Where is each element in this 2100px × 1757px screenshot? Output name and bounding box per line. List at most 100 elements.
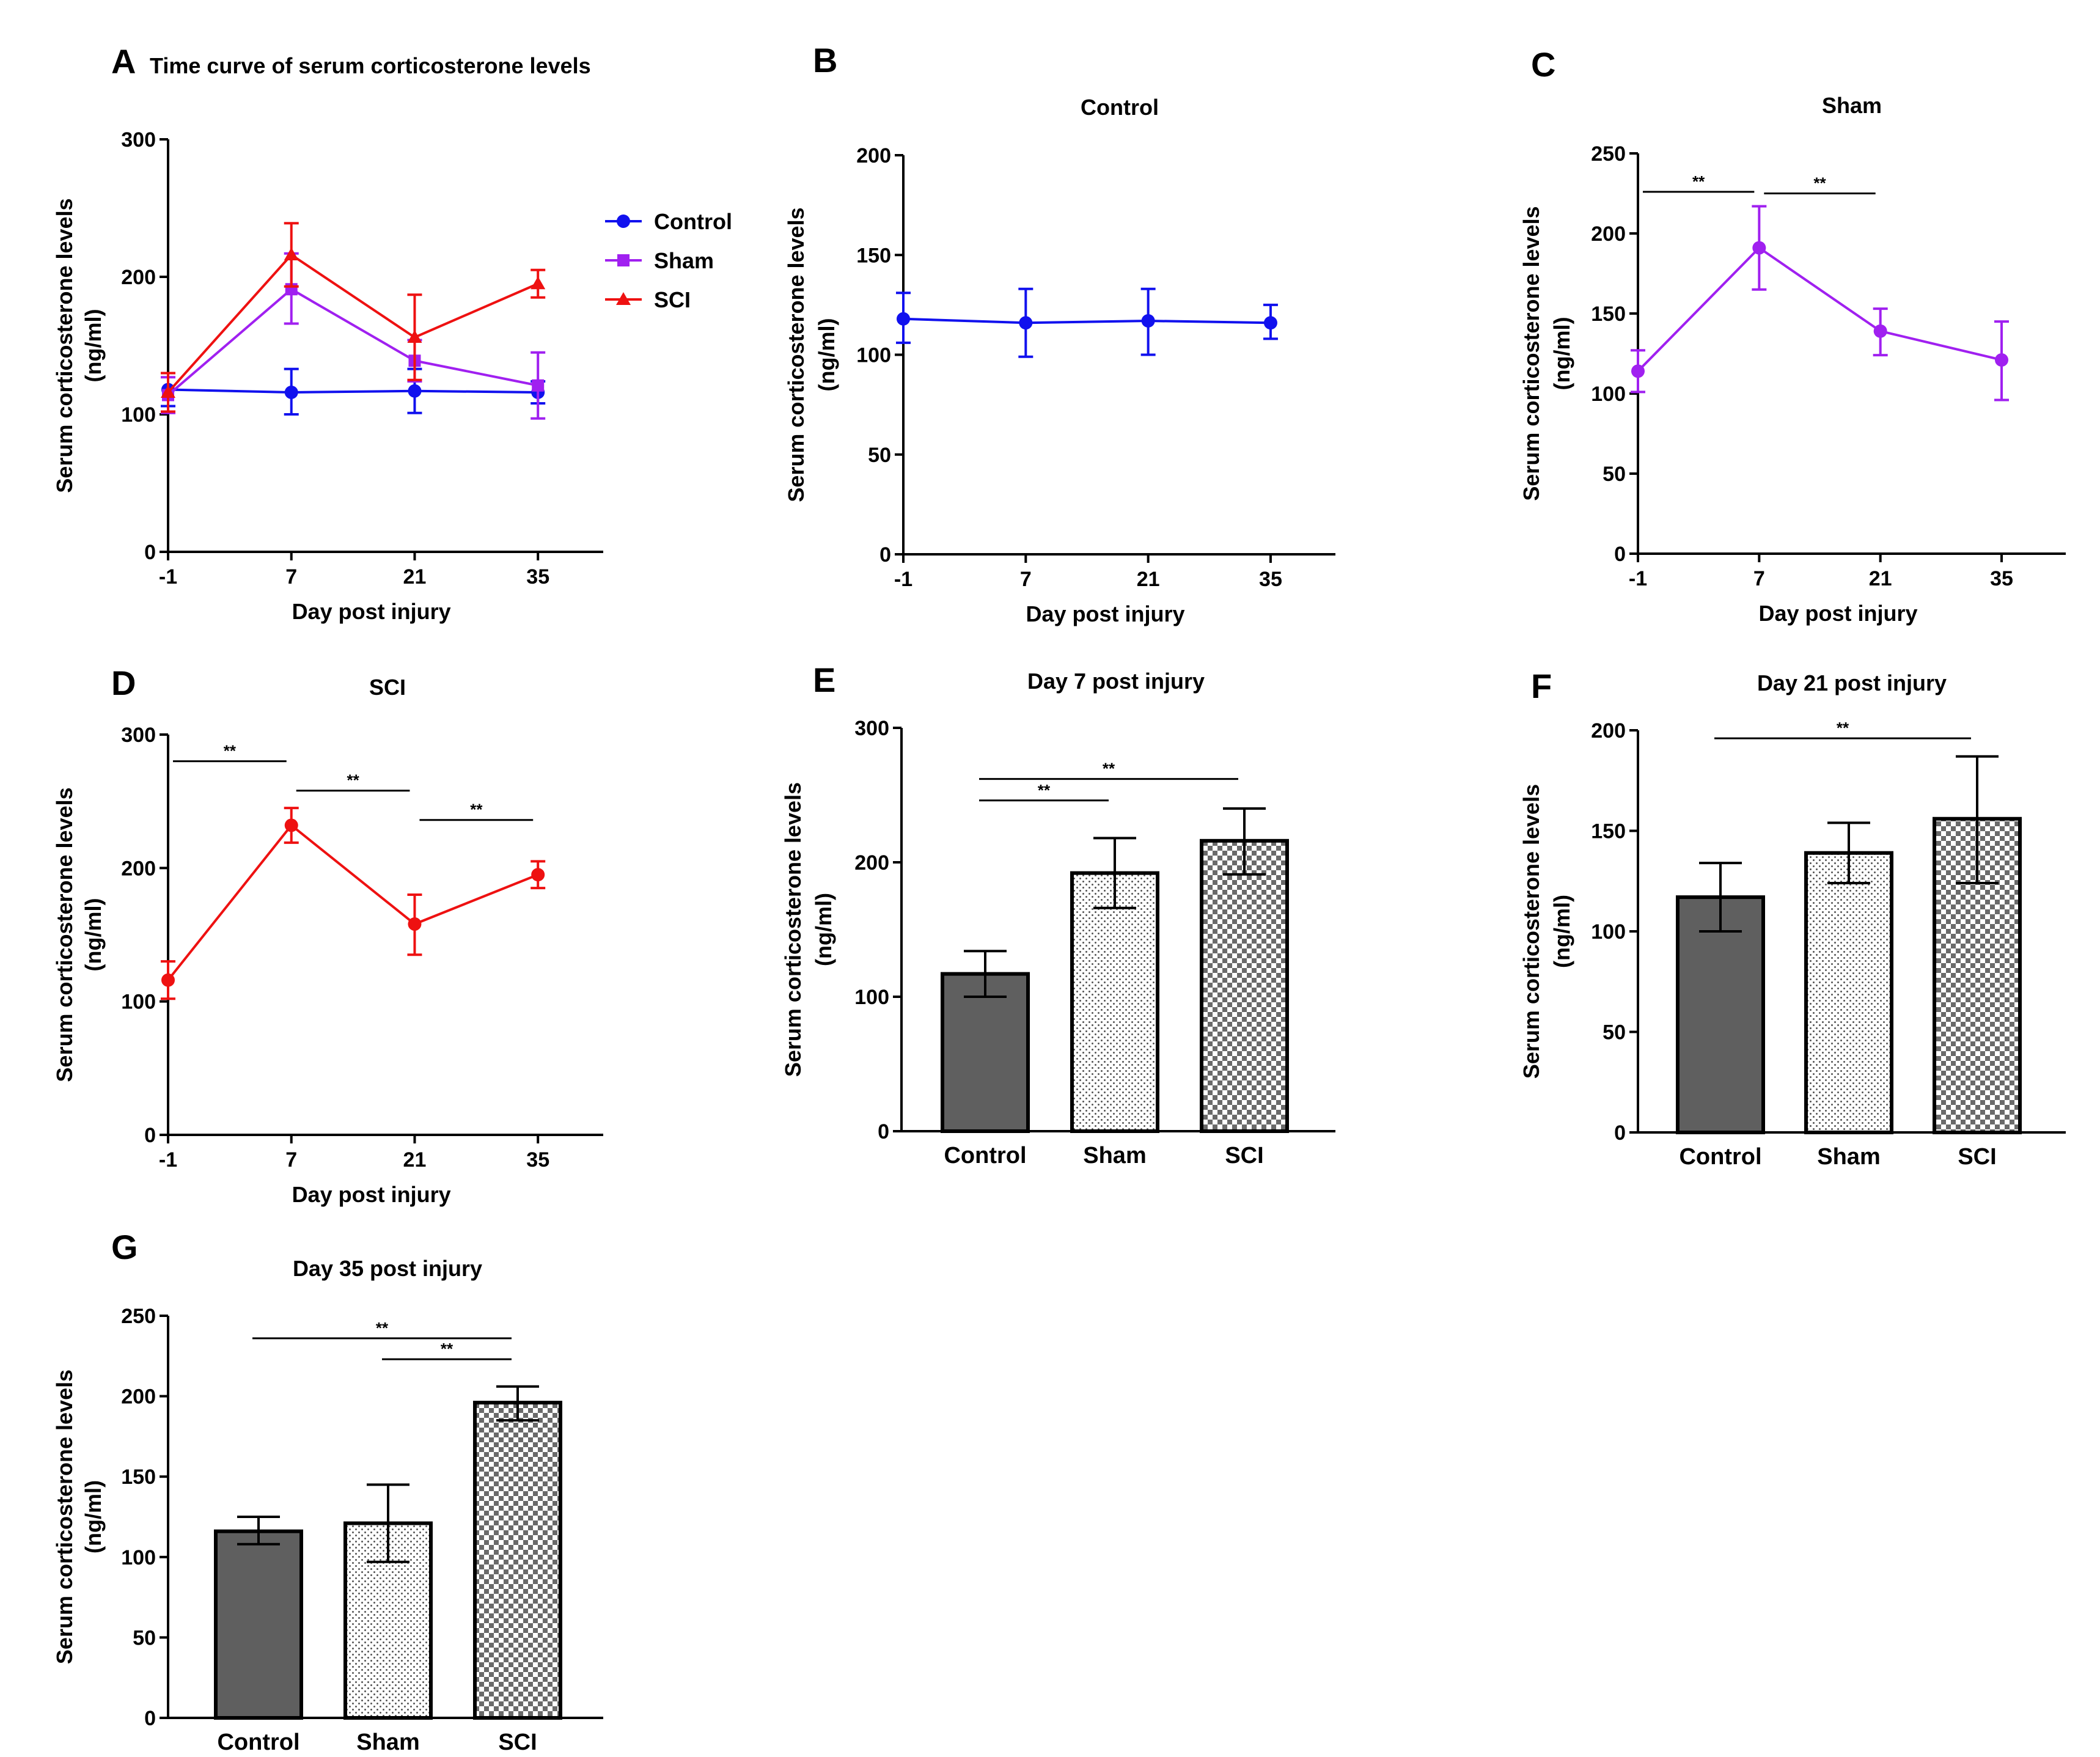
series-line	[167, 287, 538, 397]
x-tick-label: 35	[526, 1148, 549, 1172]
category-label: SCI	[1958, 1144, 1996, 1170]
x-axis-label: Day post injury	[292, 599, 451, 624]
y-tick-label: 100	[854, 986, 889, 1009]
category-label: Sham	[356, 1729, 419, 1755]
legend-marker	[617, 254, 630, 266]
category-label: Sham	[1817, 1144, 1880, 1170]
significance-label: **	[1837, 719, 1849, 737]
significance-label: **	[224, 742, 237, 760]
category-label: Sham	[1083, 1143, 1146, 1168]
y-tick-label: 50	[133, 1626, 156, 1649]
y-tick-label: 0	[878, 1120, 889, 1143]
y-tick-label: 300	[121, 128, 156, 152]
y-tick-label: 0	[1614, 1121, 1626, 1145]
y-tick-label: 150	[1591, 820, 1626, 843]
data-point	[1873, 324, 1887, 338]
x-tick-label: 35	[1259, 568, 1282, 591]
y-tick-label: 300	[121, 724, 156, 747]
category-label: Control	[217, 1729, 299, 1755]
y-tick-label: 200	[121, 1385, 156, 1409]
legend: Control Sham SCI	[605, 209, 732, 312]
panel-letter: C	[1531, 45, 1555, 84]
y-axis-label: Serum corticosterone levels	[1519, 206, 1544, 501]
legend-label: Control	[654, 209, 732, 234]
category-label: SCI	[1225, 1143, 1263, 1168]
bar	[1804, 851, 1893, 1134]
y-tick-label: 200	[854, 851, 889, 875]
data-point	[532, 379, 545, 392]
y-tick-label: 50	[868, 444, 891, 467]
series-sci	[161, 222, 546, 413]
data-point	[531, 276, 546, 290]
x-axis-label: Day post injury	[1758, 601, 1917, 626]
x-tick-label: 21	[1137, 568, 1160, 591]
y-tick-label: 150	[1591, 303, 1626, 326]
panel-title: SCI	[369, 675, 406, 700]
x-tick-label: 21	[403, 1148, 427, 1172]
panel-title: Day 35 post injury	[293, 1256, 482, 1281]
x-axis-label: Day post injury	[292, 1182, 451, 1207]
significance-label: **	[1692, 172, 1705, 191]
data-point	[284, 248, 299, 260]
data-point	[408, 917, 422, 931]
panel-letter: G	[111, 1228, 138, 1266]
panel-letter: F	[1531, 667, 1552, 705]
x-axis-label: Day post injury	[1026, 601, 1184, 626]
y-axis-unit-label: (ng/ml)	[81, 309, 106, 383]
panel-c: C Sham 0 50 100 150 200 250 Serum corticosterone…	[1519, 45, 2066, 626]
y-tick-label: 250	[121, 1305, 156, 1328]
significance-label: **	[441, 1340, 453, 1358]
y-tick-label: 300	[854, 717, 889, 740]
data-point	[531, 868, 545, 882]
y-axis-label: Serum corticosterone levels	[1519, 784, 1544, 1079]
y-tick-label: 0	[144, 1707, 156, 1730]
data-point	[407, 330, 422, 343]
y-tick-label: 0	[879, 543, 891, 567]
data-point	[284, 818, 298, 832]
significance-label: **	[1038, 781, 1051, 799]
data-point	[1631, 364, 1645, 378]
x-tick-label: 7	[1020, 568, 1032, 591]
legend-label: SCI	[654, 287, 691, 312]
y-tick-label: 100	[121, 403, 156, 427]
y-axis-label: Serum corticosterone levels	[52, 198, 77, 493]
bar	[214, 1529, 303, 1720]
y-axis-label: Serum corticosterone levels	[52, 1370, 77, 1664]
category-label: Control	[1679, 1144, 1761, 1170]
x-tick-label: -1	[894, 568, 912, 591]
panel-letter: A	[111, 42, 136, 81]
category-label: Control	[944, 1143, 1026, 1168]
legend-marker	[617, 215, 630, 228]
y-tick-label: 200	[1591, 222, 1626, 246]
significance-label: **	[1813, 174, 1826, 193]
y-tick-label: 200	[1591, 719, 1626, 743]
series-line	[1637, 246, 2002, 372]
data-point	[897, 312, 910, 326]
panel-title: Day 21 post injury	[1757, 670, 1947, 695]
y-axis-unit-label: (ng/ml)	[814, 318, 839, 392]
bar	[1070, 871, 1159, 1133]
panel-title: Control	[1081, 95, 1159, 120]
panel-title: Day 7 post injury	[1027, 669, 1205, 694]
significance-label: **	[470, 801, 483, 819]
y-tick-label: 200	[121, 266, 156, 289]
data-point	[1141, 314, 1155, 328]
x-tick-label: 7	[1753, 567, 1765, 590]
panel-a: A Time curve of serum corticosterone leve…	[52, 42, 732, 624]
y-axis-unit-label: (ng/ml)	[811, 893, 836, 966]
y-axis-label: Serum corticosterone levels	[784, 207, 809, 502]
x-tick-label: 21	[403, 565, 427, 589]
data-point	[161, 973, 175, 987]
y-tick-label: 100	[121, 991, 156, 1014]
data-point	[408, 384, 422, 398]
y-axis-label: Serum corticosterone levels	[52, 787, 77, 1082]
panel-g: G Day 35 post injury 0 50 100 150 200 250 Serum …	[52, 1228, 603, 1755]
y-tick-label: 50	[1603, 463, 1626, 486]
series-line	[167, 388, 538, 394]
significance-label: **	[347, 771, 359, 790]
data-point	[1263, 316, 1277, 330]
panel-title: Sham	[1822, 93, 1882, 118]
x-tick-label: 35	[1990, 567, 2013, 590]
x-tick-label: 35	[526, 565, 549, 589]
